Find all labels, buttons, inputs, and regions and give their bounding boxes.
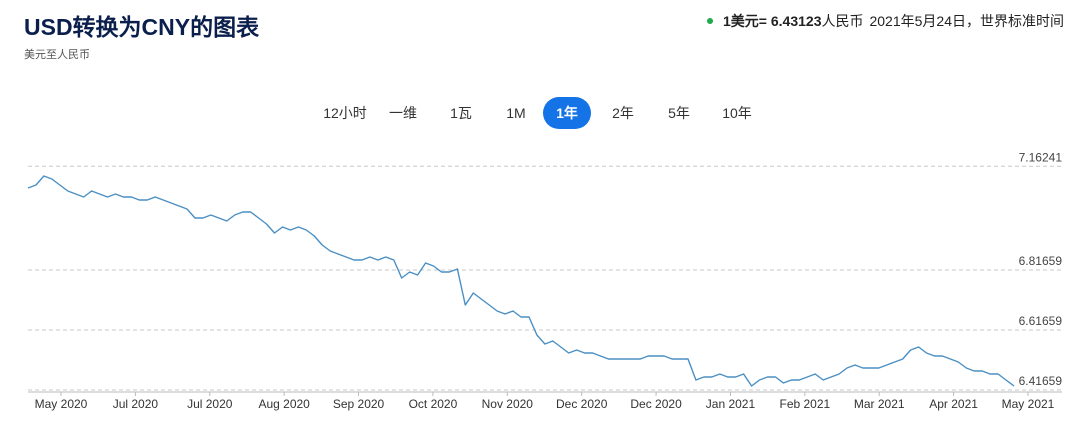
grid-lines <box>28 165 1062 391</box>
x-tick-label: May 2020 <box>35 397 88 411</box>
y-axis-labels: 7.16241 6.81659 6.61659 6.41659 <box>1019 150 1063 388</box>
y-tick-label: 6.61659 <box>1019 314 1063 328</box>
tab-12h[interactable]: 12小时 <box>323 105 367 121</box>
y-tick-label: 6.41659 <box>1019 374 1063 388</box>
x-tick-label: Feb 2021 <box>779 397 830 411</box>
x-tick-label: Sep 2020 <box>333 397 385 411</box>
x-tick-label: Nov 2020 <box>482 397 534 411</box>
y-tick-label: 6.81659 <box>1019 254 1063 268</box>
rate-value: 6.43123 <box>770 13 822 29</box>
page-subtitle: 美元至人民币 <box>24 49 90 61</box>
x-tick-label: Dec 2020 <box>556 397 608 411</box>
current-rate: 1美元= 6.43123人民币 2021年5月24日，世界标准时间 <box>707 11 1064 31</box>
x-axis-labels: May 2020 Jul 2020 Jul 2020 Aug 2020 Sep 2020… <box>35 397 1055 411</box>
tab-2y[interactable]: 2年 <box>612 105 634 121</box>
series-line <box>27 175 1015 387</box>
x-tick-label: Aug 2020 <box>258 397 310 411</box>
x-tick-label: May 2021 <box>1002 397 1055 411</box>
tab-1d[interactable]: 一维 <box>389 105 417 121</box>
x-tick-label: Jul 2020 <box>187 397 233 411</box>
tab-5y[interactable]: 5年 <box>668 105 690 121</box>
page-title: USD转换为CNY的图表 <box>24 14 260 40</box>
tab-1y[interactable]: 1年 <box>543 97 591 129</box>
exchange-rate-chart[interactable]: 7.16241 6.81659 6.61659 6.41659 May 2020 Jul… <box>0 140 1080 430</box>
tab-1w[interactable]: 1瓦 <box>450 105 472 121</box>
x-axis <box>28 391 1062 396</box>
x-tick-label: Jan 2021 <box>706 397 756 411</box>
y-tick-label: 7.16241 <box>1019 150 1063 164</box>
tab-10y[interactable]: 10年 <box>722 105 752 121</box>
live-indicator-icon <box>707 18 714 24</box>
x-tick-label: Apr 2021 <box>929 397 978 411</box>
rate-line-series <box>27 175 1015 387</box>
rate-prefix: 1美元= <box>723 13 771 29</box>
x-tick-label: Oct 2020 <box>409 397 458 411</box>
x-tick-label: Dec 2020 <box>630 397 682 411</box>
rate-timestamp: 2021年5月24日，世界标准时间 <box>869 13 1064 29</box>
x-tick-label: Jul 2020 <box>113 397 159 411</box>
rate-suffix: 人民币 <box>821 13 864 29</box>
time-range-tabs: 12小时 一维 1瓦 1M 1年 2年 5年 10年 <box>0 97 1080 129</box>
x-tick-label: Mar 2021 <box>854 397 905 411</box>
tab-1m[interactable]: 1M <box>506 105 526 121</box>
